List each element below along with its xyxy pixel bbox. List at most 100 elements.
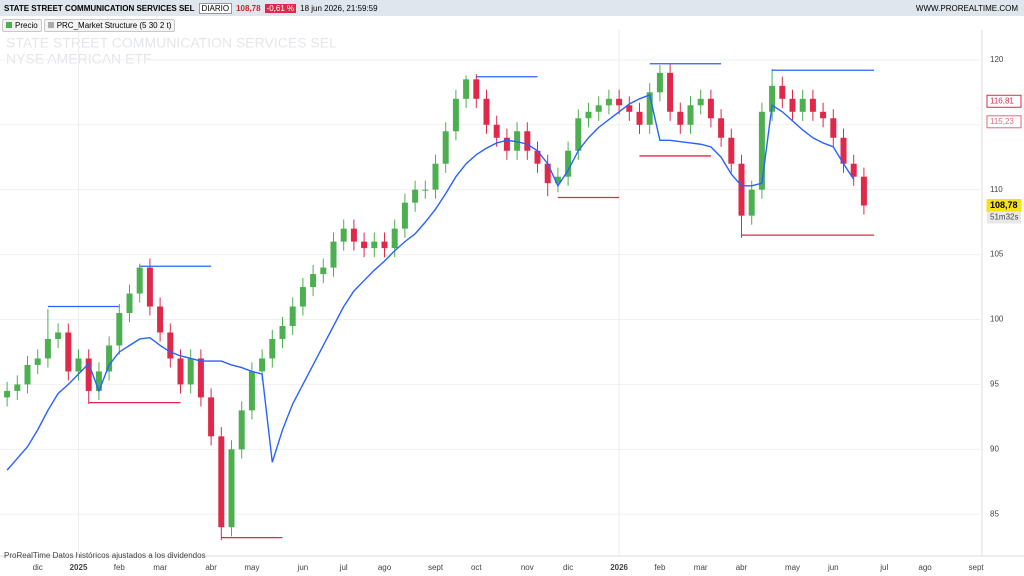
candle-body (350, 228, 357, 242)
candle-body (126, 293, 133, 314)
candle-body (718, 118, 725, 138)
candle-body (248, 371, 255, 411)
candle-body (95, 371, 102, 391)
legend-price[interactable]: Precio (2, 18, 42, 32)
candle-body (218, 436, 225, 528)
candle-body (330, 241, 337, 268)
candle-body (136, 267, 143, 294)
legend: Precio PRC_Market Structure (5 30 2 t) (0, 18, 176, 32)
candle-body (106, 345, 113, 372)
x-tick-label: jul (339, 563, 348, 572)
x-tick-label: mar (694, 563, 708, 572)
candle-body (493, 124, 500, 138)
x-tick-label: feb (654, 563, 666, 572)
candle-body (34, 358, 41, 365)
candle-body (544, 163, 551, 184)
candle-body (677, 111, 684, 125)
candle-body (758, 111, 765, 190)
candle-body (483, 98, 490, 125)
x-tick-label: ago (378, 563, 392, 572)
candle-body (187, 358, 194, 385)
candle-body (769, 85, 776, 112)
candle-body (4, 390, 11, 398)
candle-body (157, 306, 164, 333)
candle-body (75, 358, 82, 372)
timer-box (987, 211, 1021, 224)
x-tick-label: jun (297, 563, 309, 572)
candle-body (840, 137, 847, 164)
candle-body (177, 358, 184, 385)
indicator-line (6, 93, 855, 471)
candle-body (371, 241, 378, 249)
x-tick-label: sept (969, 563, 985, 572)
candle-body (401, 202, 408, 229)
x-tick-label: 2025 (70, 563, 88, 572)
candle-body (473, 79, 480, 99)
candle-body (575, 118, 582, 151)
candle-body (391, 228, 398, 249)
price-label: 116,81 (990, 96, 1014, 105)
y-tick-label: 110 (990, 185, 1003, 194)
y-tick-label: 85 (990, 509, 999, 518)
x-tick-label: may (785, 563, 800, 572)
candle-body (646, 92, 653, 125)
y-tick-label: 120 (990, 55, 1004, 64)
legend-text: Precio (15, 20, 38, 30)
candle-body (463, 79, 470, 99)
x-tick-label: 2026 (610, 563, 628, 572)
x-tick-label: dic (563, 563, 573, 572)
legend-text: PRC_Market Structure (5 30 2 t) (56, 20, 172, 30)
change: -0,61 % (264, 3, 297, 13)
candle-body (554, 176, 561, 184)
x-tick-label: dic (33, 563, 43, 572)
last-price: 108,78 (236, 3, 261, 13)
candle-body (707, 98, 714, 119)
candle-body (809, 98, 816, 112)
candle-body (65, 332, 72, 372)
candle-body (830, 118, 837, 138)
candle-body (738, 163, 745, 216)
candle-body (626, 105, 633, 112)
y-tick-label: 100 (990, 315, 1004, 324)
footer: ProRealTime Datos históricos ajustados a… (4, 551, 206, 560)
x-tick-label: feb (114, 563, 126, 572)
candle-body (146, 267, 153, 307)
datetime: 18 jun 2026, 21:59:59 (300, 3, 378, 13)
candle-body (687, 105, 694, 125)
price-label-box (986, 115, 1022, 129)
candle-body (85, 358, 92, 391)
candle-body (24, 364, 31, 385)
candle-body (340, 228, 347, 242)
candle-body (524, 131, 531, 151)
candle-body (238, 410, 245, 450)
y-tick-label: 95 (990, 380, 999, 389)
x-tick-label: jun (827, 563, 839, 572)
candle-body (167, 332, 174, 359)
x-tick-label: jul (879, 563, 888, 572)
candle-body (116, 313, 123, 346)
candle-body (779, 85, 786, 99)
y-tick-label: 105 (990, 250, 1004, 259)
candle-body (503, 137, 510, 151)
candle-body (279, 326, 286, 339)
x-tick-label: nov (521, 563, 534, 572)
x-tick-label: abr (736, 563, 748, 572)
candle-body (656, 72, 663, 93)
candle-body (432, 163, 439, 190)
legend-indicator[interactable]: PRC_Market Structure (5 30 2 t) (43, 18, 176, 32)
candle-body (208, 397, 215, 437)
candle-body (860, 176, 867, 206)
price-label: 108,78 (990, 200, 1018, 210)
candle-body (850, 163, 857, 177)
candle-body (452, 98, 459, 132)
candle-body (616, 98, 623, 106)
candle-body (361, 241, 368, 249)
candle-body (605, 98, 612, 106)
candle-body (534, 150, 541, 164)
x-tick-label: ago (918, 563, 932, 572)
top-bar: STATE STREET COMMUNICATION SERVICES SEL … (0, 0, 1024, 16)
symbol: STATE STREET COMMUNICATION SERVICES SEL (4, 3, 195, 13)
candle-body (299, 287, 306, 307)
candle-body (789, 98, 796, 112)
